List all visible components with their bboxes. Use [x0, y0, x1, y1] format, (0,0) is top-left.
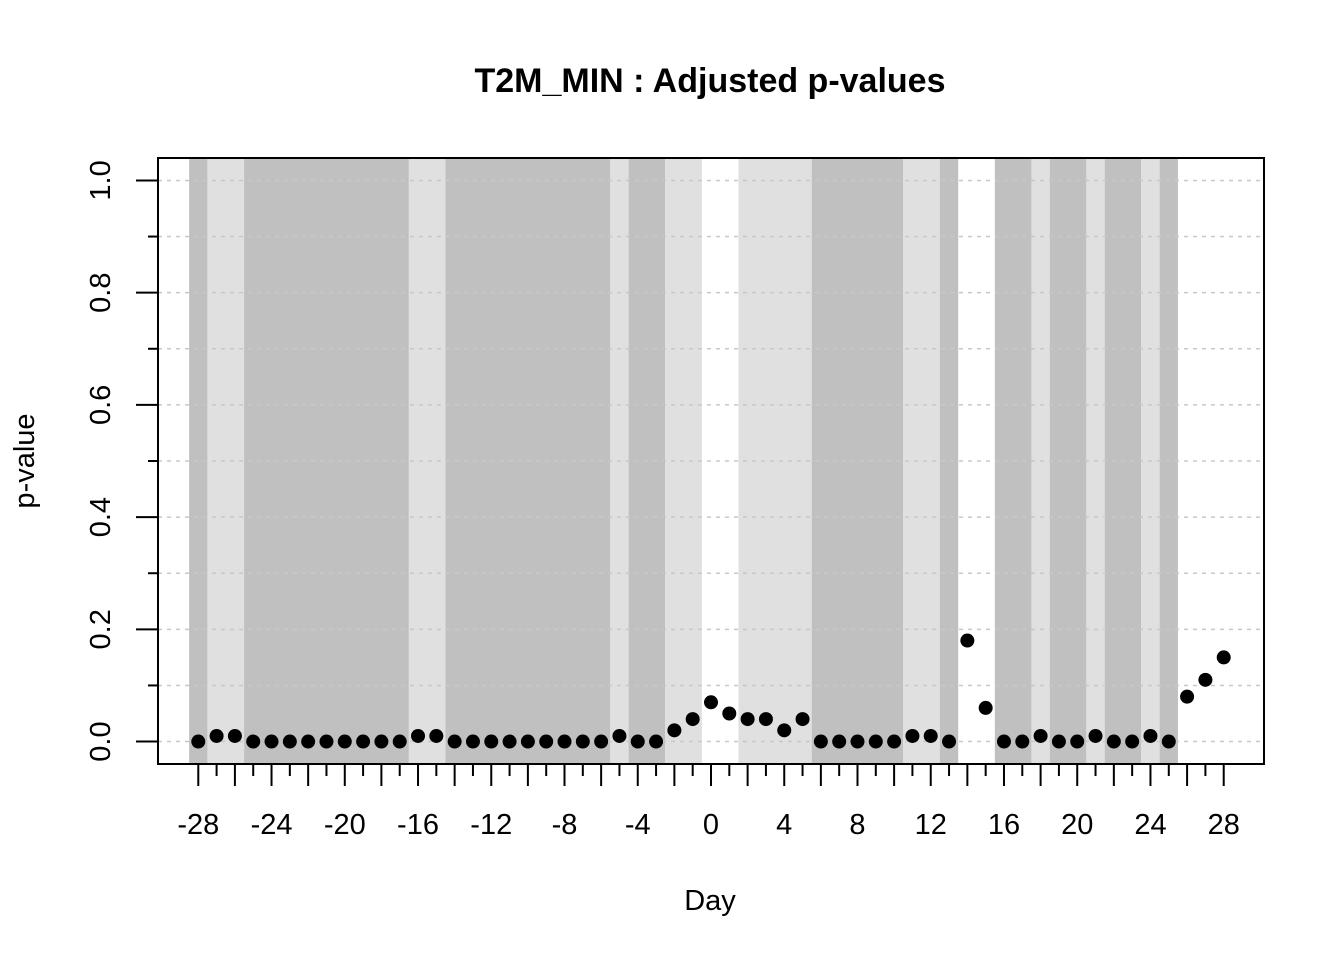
- data-point: [282, 734, 297, 749]
- data-point: [850, 734, 865, 749]
- data-point: [813, 734, 828, 749]
- x-tick-label: -8: [552, 809, 578, 841]
- y-tick-label: 0.0: [85, 721, 117, 761]
- data-point: [1180, 689, 1195, 704]
- data-point: [337, 734, 352, 749]
- data-point: [1088, 728, 1103, 743]
- data-point: [649, 734, 664, 749]
- data-point: [1125, 734, 1140, 749]
- data-point: [484, 734, 499, 749]
- data-point: [392, 734, 407, 749]
- data-point: [191, 734, 206, 749]
- data-point: [832, 734, 847, 749]
- data-point: [1051, 734, 1066, 749]
- x-tick-label: -24: [251, 809, 293, 841]
- data-point: [557, 734, 572, 749]
- y-tick-label: 1.0: [85, 160, 117, 200]
- x-axis-label: Day: [684, 885, 736, 917]
- x-tick-label: -12: [470, 809, 512, 841]
- data-point: [1143, 728, 1158, 743]
- x-tick-label: 16: [988, 809, 1020, 841]
- data-point: [502, 734, 517, 749]
- x-tick-label: -16: [397, 809, 439, 841]
- data-point: [575, 734, 590, 749]
- data-point: [374, 734, 389, 749]
- x-tick-label: 24: [1134, 809, 1166, 841]
- x-tick-label: -20: [324, 809, 366, 841]
- data-point: [722, 706, 737, 721]
- data-point: [667, 723, 682, 738]
- data-point: [1161, 734, 1176, 749]
- band-11: [939, 158, 959, 764]
- data-point: [1033, 728, 1048, 743]
- chart-title: T2M_MIN : Adjusted p-values: [474, 62, 945, 100]
- data-point: [978, 700, 993, 715]
- x-tick-label: 20: [1061, 809, 1093, 841]
- x-tick-label: -4: [625, 809, 651, 841]
- data-point: [942, 734, 957, 749]
- x-tick-label: 28: [1208, 809, 1240, 841]
- data-point: [209, 728, 224, 743]
- data-point: [758, 712, 773, 727]
- data-point: [1070, 734, 1085, 749]
- data-point: [319, 734, 334, 749]
- x-tick-label: 4: [776, 809, 792, 841]
- data-point: [868, 734, 883, 749]
- data-point: [447, 734, 462, 749]
- data-point: [539, 734, 554, 749]
- data-point: [777, 723, 792, 738]
- x-tick-label: 0: [703, 809, 719, 841]
- data-point: [246, 734, 261, 749]
- y-tick-label: 0.8: [85, 273, 117, 313]
- data-point: [429, 728, 444, 743]
- data-point: [612, 728, 627, 743]
- data-point: [264, 734, 279, 749]
- x-tick-label: -28: [177, 809, 219, 841]
- data-point: [630, 734, 645, 749]
- data-point: [356, 734, 371, 749]
- data-point: [996, 734, 1011, 749]
- band-2: [244, 158, 409, 764]
- x-tick-label: 8: [849, 809, 865, 841]
- data-point: [411, 728, 426, 743]
- data-point: [795, 712, 810, 727]
- y-axis-label: p-value: [9, 413, 41, 508]
- data-point: [520, 734, 535, 749]
- x-axis: -28 -24 -20 -16 -12 -8 -4 0 4 8 12 16 20 24 28: [177, 764, 1240, 841]
- data-point: [740, 712, 755, 727]
- data-points: [191, 633, 1231, 749]
- data-point: [887, 734, 902, 749]
- data-point: [960, 633, 975, 648]
- data-point: [923, 728, 938, 743]
- data-point: [594, 734, 609, 749]
- data-point: [1216, 650, 1231, 665]
- data-point: [685, 712, 700, 727]
- data-point: [301, 734, 316, 749]
- y-tick-label: 0.4: [85, 497, 117, 537]
- data-point: [227, 728, 242, 743]
- band-0: [189, 158, 208, 764]
- data-point: [1198, 672, 1213, 687]
- data-point: [465, 734, 480, 749]
- x-tick-label: 12: [915, 809, 947, 841]
- data-point: [1106, 734, 1121, 749]
- data-point: [905, 728, 920, 743]
- y-tick-label: 0.2: [85, 609, 117, 649]
- y-tick-label: 0.6: [85, 385, 117, 425]
- data-point: [1015, 734, 1030, 749]
- y-axis: 0.0 0.2 0.4 0.6 0.8 1.0: [85, 160, 158, 762]
- data-point: [704, 695, 718, 710]
